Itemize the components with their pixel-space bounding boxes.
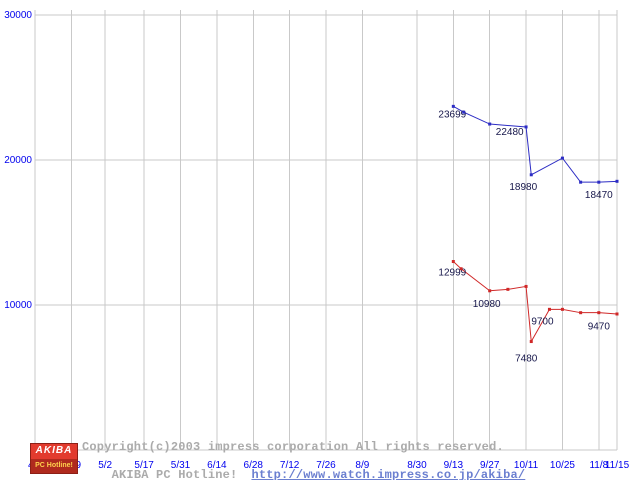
x-tick-label: 10/11 bbox=[514, 460, 539, 471]
site-name-text: AKIBA PC Hotline! bbox=[111, 468, 238, 480]
price-series-red-data-label: 10980 bbox=[473, 299, 501, 310]
price-series-blue-data-label: 18470 bbox=[585, 190, 613, 201]
price-series-blue-marker bbox=[529, 173, 533, 177]
price-series-red-data-label: 12999 bbox=[438, 268, 466, 279]
price-series-red-marker bbox=[529, 340, 533, 344]
x-tick-label: 11/8 bbox=[589, 460, 608, 471]
y-tick-label: 20000 bbox=[4, 155, 32, 166]
x-tick-label: 9/13 bbox=[444, 460, 464, 471]
price-series-blue-data-label: 23699 bbox=[438, 109, 466, 120]
price-series-blue-marker bbox=[462, 110, 466, 114]
logo-akiba-text: AKIBA bbox=[31, 444, 77, 459]
footer-site-line: AKIBA PC Hotline! http://www.watch.impres… bbox=[82, 454, 525, 480]
y-tick-label: 10000 bbox=[4, 300, 32, 311]
logo-pchotline-text: PC Hotline! bbox=[31, 458, 77, 473]
x-tick-label: 6/28 bbox=[244, 460, 264, 471]
price-series-blue-marker bbox=[560, 156, 564, 160]
x-tick-label: 5/2 bbox=[98, 460, 112, 471]
x-tick-label: 7/26 bbox=[316, 460, 336, 471]
price-series-red-marker bbox=[560, 307, 564, 311]
price-series-red-marker bbox=[547, 307, 551, 311]
x-tick-label: 8/30 bbox=[407, 460, 427, 471]
price-series-red-marker bbox=[524, 284, 528, 288]
copyright-text: Copyright(c)2003 impress corporation All… bbox=[82, 440, 504, 454]
price-series-red-data-label: 9700 bbox=[531, 316, 554, 327]
x-tick-label: 9/27 bbox=[480, 460, 500, 471]
site-url-link[interactable]: http://www.watch.impress.co.jp/akiba/ bbox=[251, 468, 526, 480]
price-series-blue-marker bbox=[524, 125, 528, 129]
x-tick-label: 5/31 bbox=[171, 460, 191, 471]
x-tick-label: 6/14 bbox=[207, 460, 227, 471]
price-series-red-data-label: 9470 bbox=[588, 322, 611, 333]
price-series-blue-line bbox=[453, 105, 618, 183]
price-series-red-data-label: 7480 bbox=[515, 354, 538, 365]
akiba-pc-hotline-logo: AKIBA PC Hotline! bbox=[30, 443, 78, 474]
x-tick-label: 5/17 bbox=[134, 460, 154, 471]
x-tick-label: 8/9 bbox=[355, 460, 369, 471]
x-tick-label: 7/12 bbox=[280, 460, 300, 471]
price-series-blue-marker bbox=[451, 104, 455, 108]
price-series-blue-marker bbox=[488, 122, 492, 126]
price-series-red-marker bbox=[579, 311, 583, 315]
price-series-blue-data-label: 22480 bbox=[496, 127, 524, 138]
price-series-blue-marker bbox=[579, 180, 583, 184]
x-tick-label: 10/25 bbox=[550, 460, 575, 471]
price-series-red-marker bbox=[615, 312, 619, 316]
price-series-blue-marker bbox=[615, 179, 619, 183]
price-series-red-marker bbox=[451, 260, 455, 264]
price-series-red-marker bbox=[459, 267, 463, 271]
x-tick-label: 11/15 bbox=[605, 460, 630, 471]
price-series-red-marker bbox=[506, 287, 510, 291]
price-series-blue-marker bbox=[597, 180, 601, 184]
price-series-red-marker bbox=[488, 289, 492, 293]
price-series-blue-data-label: 18980 bbox=[509, 182, 537, 193]
y-tick-label: 30000 bbox=[4, 10, 32, 21]
price-series-red-marker bbox=[597, 311, 601, 315]
